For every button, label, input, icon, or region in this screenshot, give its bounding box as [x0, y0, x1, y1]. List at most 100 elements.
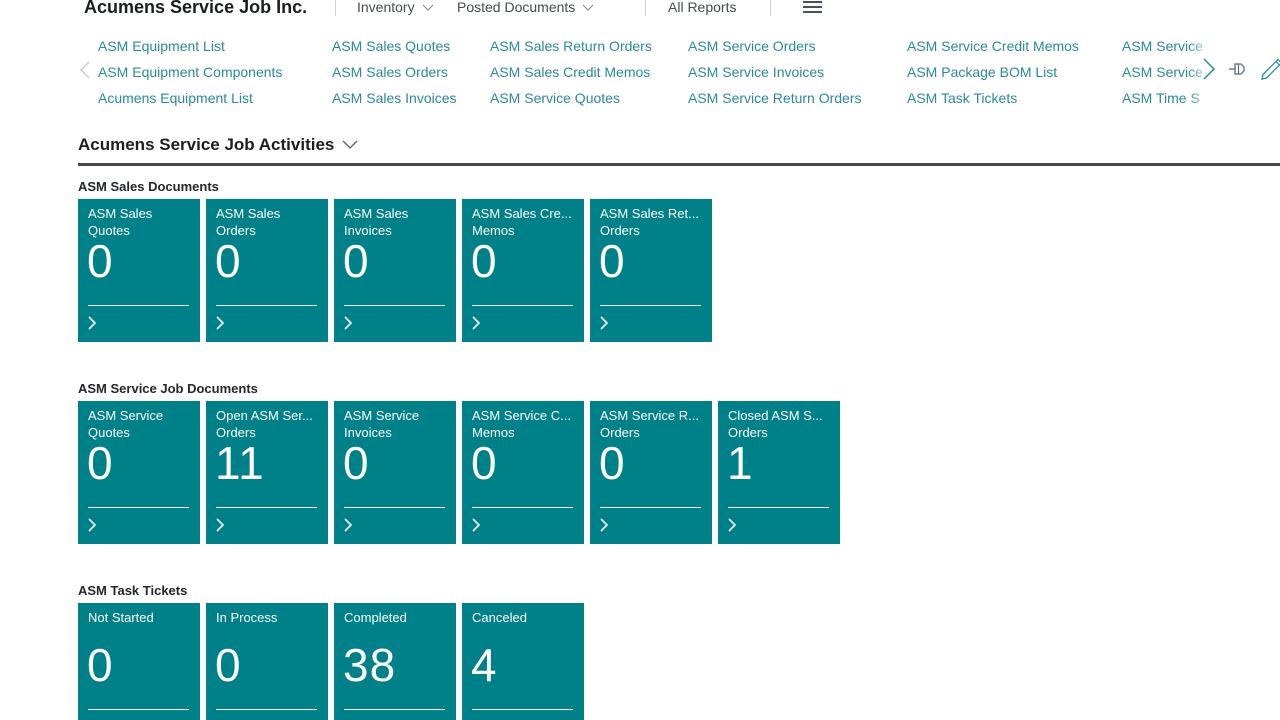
cue-title: Completed — [344, 610, 407, 625]
chevron-right-icon — [216, 518, 225, 537]
cue-group-service-job: ASM Service Quotes 0 Open ASM Ser... Order… — [78, 401, 840, 544]
nav-scroll-right-icon[interactable] — [1202, 57, 1216, 86]
menu-posted-documents[interactable]: Posted Documents — [457, 0, 594, 17]
nav-link[interactable]: ASM Sales Return Orders — [490, 38, 652, 54]
cue-value: 11 — [215, 437, 265, 489]
nav-link[interactable]: ASM Service — [1122, 38, 1203, 54]
cue-value: 0 — [343, 235, 370, 287]
menu-posted-documents-label: Posted Documents — [457, 0, 576, 15]
chevron-right-icon — [88, 316, 97, 335]
cue-title: ASM Sales Cre... Memos — [472, 206, 572, 238]
chevron-down-icon — [422, 0, 434, 17]
cue-value: 0 — [599, 437, 626, 489]
chevron-right-icon — [600, 316, 609, 335]
menu-all-reports-label: All Reports — [668, 0, 737, 15]
section-label: ASM Sales Documents — [78, 179, 219, 194]
nav-link[interactable]: ASM Task Tickets — [907, 90, 1018, 106]
nav-link[interactable]: ASM Equipment List — [98, 38, 225, 54]
header-divider — [645, 0, 646, 16]
header-divider — [770, 0, 771, 16]
cue-title: ASM Service R... Orders — [600, 408, 699, 440]
nav-column-sales-1: ASM Sales Quotes ASM Sales Orders ASM Sa… — [332, 33, 457, 111]
cue-value: 0 — [343, 437, 370, 489]
nav-link[interactable]: ASM Package BOM List — [907, 64, 1058, 80]
nav-link[interactable]: ASM Time S — [1122, 90, 1200, 106]
cue-divider — [728, 507, 829, 508]
cue-tile-asm-sales-credit-memos[interactable]: ASM Sales Cre... Memos 0 — [462, 199, 584, 342]
cue-tile-asm-sales-quotes[interactable]: ASM Sales Quotes 0 — [78, 199, 200, 342]
cue-tile-asm-service-return-orders[interactable]: ASM Service R... Orders 0 — [590, 401, 712, 544]
nav-column-sales-2: ASM Sales Return Orders ASM Sales Credit… — [490, 33, 652, 111]
cue-value: 0 — [215, 235, 242, 287]
cue-title: In Process — [216, 610, 278, 625]
nav-link[interactable]: ASM Sales Invoices — [332, 90, 457, 106]
nav-column-service-1: ASM Service Orders ASM Service Invoices … — [688, 33, 862, 111]
cue-divider — [472, 507, 573, 508]
section-label: ASM Service Job Documents — [78, 381, 258, 396]
hamburger-menu-icon[interactable] — [803, 1, 822, 14]
menu-inventory[interactable]: Inventory — [357, 0, 434, 17]
edit-pencil-icon[interactable] — [1259, 56, 1280, 87]
cue-divider — [344, 507, 445, 508]
cue-tile-completed[interactable]: Completed 38 — [334, 603, 456, 720]
chevron-right-icon — [216, 316, 225, 335]
cue-divider — [472, 305, 573, 306]
cue-tile-asm-sales-orders[interactable]: ASM Sales Orders 0 — [206, 199, 328, 342]
cue-divider — [216, 305, 317, 306]
cue-title: ASM Sales Orders — [216, 206, 281, 238]
pin-icon[interactable] — [1228, 61, 1248, 82]
menu-all-reports[interactable]: All Reports — [668, 0, 736, 17]
cue-tile-canceled[interactable]: Canceled 4 — [462, 603, 584, 720]
cue-value: 0 — [87, 437, 114, 489]
chevron-down-icon — [342, 134, 358, 156]
nav-link[interactable]: Acumens Equipment List — [98, 90, 253, 106]
cue-tile-closed-asm-service-orders[interactable]: Closed ASM S... Orders 1 — [718, 401, 840, 544]
nav-column-equipment: ASM Equipment List ASM Equipment Compone… — [98, 33, 282, 111]
chevron-right-icon — [728, 518, 737, 537]
cue-tile-asm-sales-return-orders[interactable]: ASM Sales Ret... Orders 0 — [590, 199, 712, 342]
cue-tile-asm-service-quotes[interactable]: ASM Service Quotes 0 — [78, 401, 200, 544]
activities-heading[interactable]: Acumens Service Job Activities — [78, 134, 358, 156]
cue-tile-asm-service-credit-memos[interactable]: ASM Service C... Memos 0 — [462, 401, 584, 544]
menu-inventory-label: Inventory — [357, 0, 415, 15]
nav-link[interactable]: ASM Service — [1122, 64, 1203, 80]
nav-link[interactable]: ASM Service Return Orders — [688, 90, 862, 106]
cue-divider — [88, 507, 189, 508]
cue-value: 0 — [87, 235, 114, 287]
nav-link[interactable]: ASM Service Quotes — [490, 90, 620, 106]
company-title: Acumens Service Job Inc. — [84, 0, 308, 17]
nav-link[interactable]: ASM Sales Orders — [332, 64, 448, 80]
cue-divider — [344, 709, 445, 710]
cue-tile-open-asm-service-orders[interactable]: Open ASM Ser... Orders 11 — [206, 401, 328, 544]
cue-title: Closed ASM S... Orders — [728, 408, 823, 440]
section-rule — [78, 163, 1280, 166]
nav-link[interactable]: ASM Service Credit Memos — [907, 38, 1079, 54]
nav-link[interactable]: ASM Service Orders — [688, 38, 816, 54]
cue-divider — [472, 709, 573, 710]
chevron-right-icon — [472, 518, 481, 537]
nav-link[interactable]: ASM Service Invoices — [688, 64, 825, 80]
nav-link[interactable]: ASM Sales Credit Memos — [490, 64, 651, 80]
cue-title: Open ASM Ser... Orders — [216, 408, 313, 440]
cue-tile-not-started[interactable]: Not Started 0 — [78, 603, 200, 720]
header-divider — [335, 0, 336, 16]
cue-divider — [216, 507, 317, 508]
cue-tile-in-process[interactable]: In Process 0 — [206, 603, 328, 720]
section-label: ASM Task Tickets — [78, 583, 188, 598]
nav-scroll-left-icon[interactable] — [79, 60, 91, 85]
cue-group-task-tickets: Not Started 0 In Process 0 Completed 38 … — [78, 603, 584, 720]
cue-value: 0 — [599, 235, 626, 287]
cue-value: 0 — [471, 437, 498, 489]
cue-title: ASM Sales Invoices — [344, 206, 409, 238]
chevron-right-icon — [600, 518, 609, 537]
nav-link[interactable]: ASM Equipment Components — [98, 64, 283, 80]
cue-value: 0 — [471, 235, 498, 287]
cue-tile-asm-sales-invoices[interactable]: ASM Sales Invoices 0 — [334, 199, 456, 342]
cue-title: Not Started — [88, 610, 154, 625]
activities-heading-label: Acumens Service Job Activities — [78, 135, 335, 154]
cue-divider — [600, 507, 701, 508]
nav-link[interactable]: ASM Sales Quotes — [332, 38, 451, 54]
cue-tile-asm-service-invoices[interactable]: ASM Service Invoices 0 — [334, 401, 456, 544]
cue-value: 38 — [343, 639, 397, 691]
